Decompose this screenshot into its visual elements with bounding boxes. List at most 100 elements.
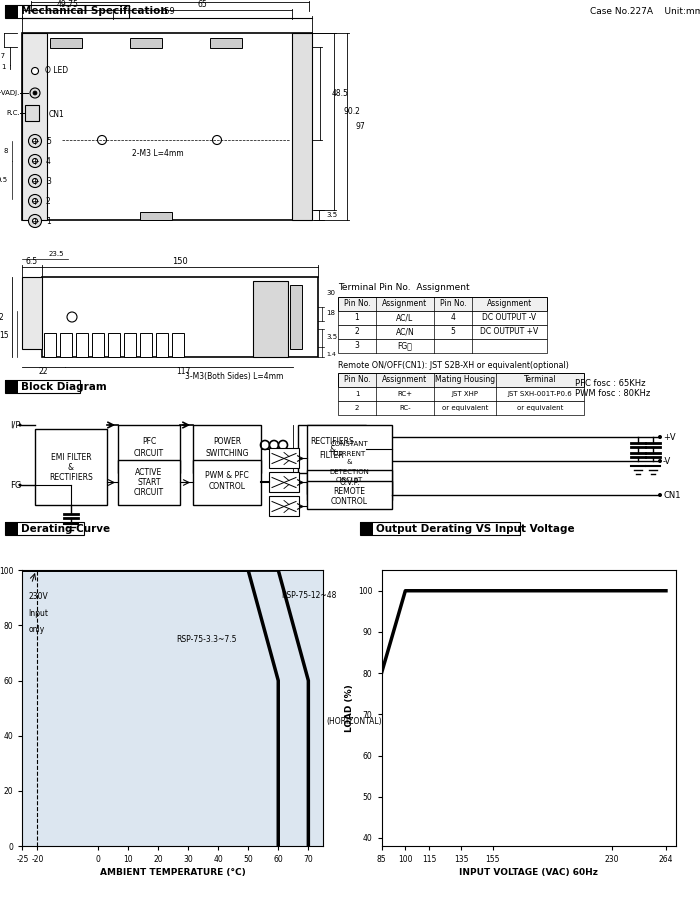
Bar — [338, 325, 547, 339]
Bar — [360, 522, 520, 535]
Bar — [22, 33, 47, 220]
Bar — [307, 471, 392, 494]
Bar — [22, 277, 42, 349]
Bar — [156, 333, 168, 357]
Bar — [338, 373, 584, 387]
Text: 18: 18 — [326, 310, 335, 316]
Text: ACTIVE: ACTIVE — [135, 468, 162, 477]
Text: RECTIFIERS: RECTIFIERS — [310, 437, 354, 446]
Text: or equivalent: or equivalent — [517, 405, 564, 411]
Text: Mechanical Specification: Mechanical Specification — [21, 6, 168, 16]
Circle shape — [97, 136, 106, 145]
Circle shape — [213, 136, 221, 145]
Text: RSP-75-12~48: RSP-75-12~48 — [281, 591, 337, 600]
Circle shape — [32, 178, 38, 184]
Text: CONTROL: CONTROL — [209, 482, 246, 491]
Text: &: & — [68, 462, 74, 472]
Text: Remote ON/OFF(CN1): JST S2B-XH or equivalent(optional): Remote ON/OFF(CN1): JST S2B-XH or equiva… — [338, 361, 569, 370]
Text: PFC fosc : 65KHz: PFC fosc : 65KHz — [575, 378, 645, 387]
Text: 3: 3 — [46, 176, 51, 186]
Bar — [5, 522, 18, 535]
Circle shape — [32, 68, 38, 74]
Bar — [338, 311, 547, 325]
Text: 5.7: 5.7 — [0, 53, 6, 59]
Bar — [5, 380, 80, 393]
Text: RECTIFIERS: RECTIFIERS — [49, 472, 93, 481]
Bar — [172, 333, 184, 357]
Circle shape — [29, 214, 41, 227]
Text: POWER: POWER — [213, 437, 241, 446]
Text: 90.2: 90.2 — [344, 107, 361, 116]
Bar — [269, 449, 299, 469]
Text: 2: 2 — [355, 328, 359, 337]
Text: Terminal Pin No.  Assignment: Terminal Pin No. Assignment — [338, 283, 470, 292]
Text: JST XHP: JST XHP — [452, 391, 479, 397]
Text: DC OUTPUT +V: DC OUTPUT +V — [480, 328, 538, 337]
Text: CN1: CN1 — [663, 491, 680, 500]
Bar — [5, 522, 84, 535]
Text: CONTROL: CONTROL — [331, 497, 368, 506]
Text: 4: 4 — [46, 157, 51, 166]
Bar — [307, 481, 392, 509]
Text: 1: 1 — [355, 391, 359, 397]
Bar — [25, 105, 39, 121]
Text: 152.5: 152.5 — [160, 0, 181, 2]
Y-axis label: LOAD (%): LOAD (%) — [345, 684, 354, 732]
Text: REMOTE: REMOTE — [333, 487, 365, 496]
Text: I/P: I/P — [10, 421, 20, 430]
Text: 1: 1 — [1, 64, 6, 70]
Bar — [130, 38, 162, 48]
Text: DETECTION: DETECTION — [330, 469, 370, 474]
Text: 3.5: 3.5 — [326, 212, 337, 218]
Text: 4: 4 — [451, 313, 456, 322]
Text: CIRCUIT: CIRCUIT — [134, 488, 164, 497]
Text: 48.5: 48.5 — [332, 89, 349, 98]
Text: 150: 150 — [172, 256, 188, 265]
Text: 117: 117 — [176, 367, 191, 376]
Text: Terminal: Terminal — [524, 376, 556, 385]
Text: SWITCHING: SWITCHING — [205, 449, 248, 458]
Text: PWM & PFC: PWM & PFC — [205, 471, 249, 480]
Text: &: & — [346, 460, 352, 465]
Text: Block Diagram: Block Diagram — [21, 382, 106, 392]
Circle shape — [270, 441, 279, 450]
Bar — [92, 333, 104, 357]
Text: 15: 15 — [0, 331, 9, 340]
Bar — [210, 38, 242, 48]
Bar — [108, 333, 120, 357]
Bar — [338, 401, 584, 415]
Bar — [60, 333, 72, 357]
Text: R.C.: R.C. — [6, 110, 20, 116]
Circle shape — [67, 312, 77, 322]
Circle shape — [32, 218, 38, 224]
Bar — [307, 425, 392, 500]
Text: 8: 8 — [4, 148, 8, 154]
Text: +VADJ.: +VADJ. — [0, 90, 20, 96]
Circle shape — [29, 135, 41, 148]
Text: Derating Curve: Derating Curve — [21, 523, 110, 534]
Bar — [5, 5, 129, 18]
Circle shape — [33, 91, 37, 95]
Text: Pin No.: Pin No. — [440, 300, 466, 309]
Text: Case No.227A    Unit:mm: Case No.227A Unit:mm — [590, 7, 700, 16]
Text: 97: 97 — [355, 122, 365, 131]
Text: or equivalent: or equivalent — [442, 405, 488, 411]
Text: CIRCUIT: CIRCUIT — [336, 478, 363, 483]
Bar — [193, 460, 261, 505]
Bar — [140, 212, 172, 220]
Text: 9.5: 9.5 — [0, 177, 8, 183]
Text: Input: Input — [29, 609, 48, 618]
Text: 1: 1 — [46, 216, 50, 225]
Text: 3: 3 — [355, 341, 359, 350]
Text: AC/L: AC/L — [396, 313, 414, 322]
Text: Assignment: Assignment — [487, 300, 532, 309]
X-axis label: INPUT VOLTAGE (VAC) 60Hz: INPUT VOLTAGE (VAC) 60Hz — [459, 869, 598, 877]
Bar — [22, 33, 312, 220]
Circle shape — [260, 441, 270, 450]
Text: PWM fosc : 80KHz: PWM fosc : 80KHz — [575, 388, 650, 397]
Bar — [50, 38, 82, 48]
Text: JST SXH-001T-P0.6: JST SXH-001T-P0.6 — [508, 391, 573, 397]
Bar — [118, 460, 180, 505]
Bar — [193, 425, 261, 473]
Text: 2-M3 L=4mm: 2-M3 L=4mm — [132, 149, 183, 158]
